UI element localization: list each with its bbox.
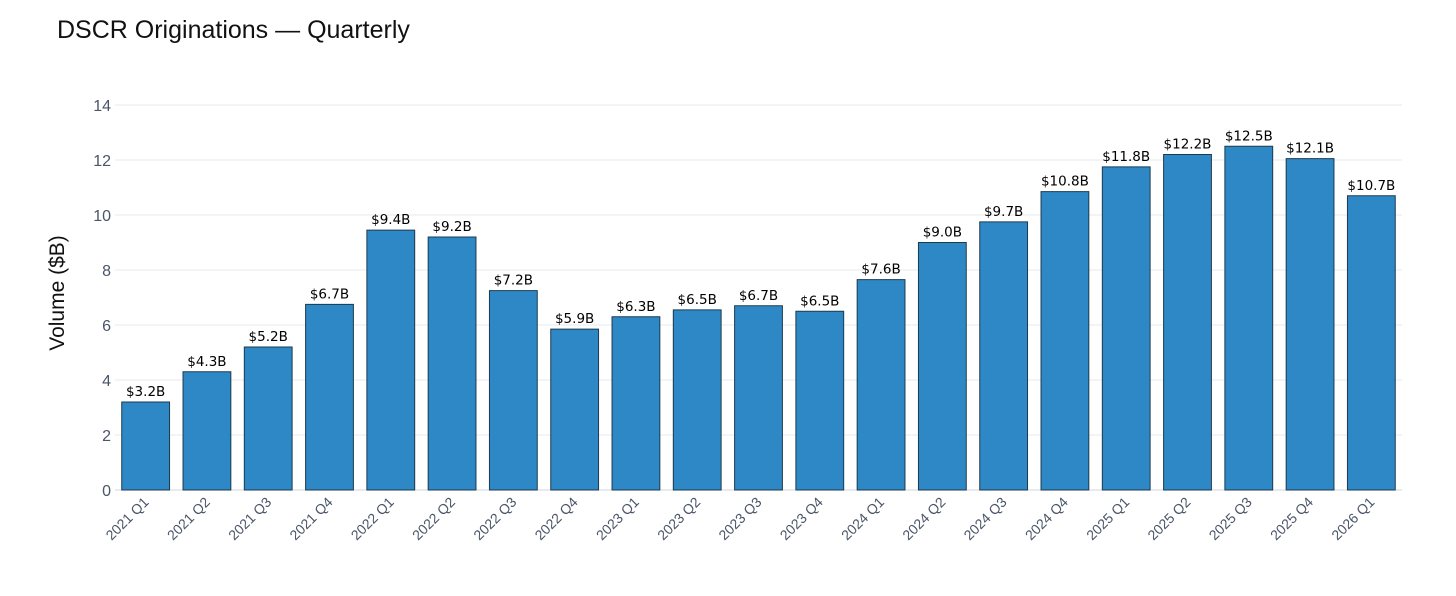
bar: [1224, 145, 1274, 491]
x-tick-label: 2024 Q1: [838, 494, 887, 543]
bar: [1101, 166, 1151, 491]
data-label: $6.7B: [310, 286, 349, 302]
x-tick-label: 2024 Q2: [899, 494, 948, 543]
y-tick-label: 10: [93, 208, 111, 225]
data-label: $12.1B: [1286, 141, 1334, 157]
bar: [795, 310, 845, 491]
bar: [182, 371, 232, 491]
chart-title: DSCR Originations — Quarterly: [57, 16, 410, 44]
bar: [488, 290, 538, 491]
data-label: $6.3B: [616, 299, 655, 315]
data-label: $11.8B: [1102, 149, 1150, 165]
bars: [121, 145, 1396, 491]
data-label: $12.5B: [1225, 128, 1273, 144]
y-tick-label: 14: [93, 98, 111, 115]
x-tick-label: 2025 Q2: [1144, 494, 1193, 543]
data-label: $3.2B: [126, 384, 165, 400]
y-axis-ticks: 0 2 4 6 8 10 12 14: [93, 98, 111, 500]
bar: [979, 221, 1029, 491]
x-tick-label: 2021 Q2: [164, 494, 213, 543]
x-tick-label: 2022 Q4: [531, 494, 580, 543]
data-label: $6.7B: [739, 288, 778, 304]
data-label: $7.2B: [494, 273, 533, 289]
data-label: $9.0B: [923, 225, 962, 241]
data-label: $9.4B: [371, 212, 410, 228]
bar: [121, 401, 171, 491]
bar: [305, 303, 354, 491]
x-tick-label: 2025 Q4: [1267, 494, 1316, 543]
data-label: $5.9B: [555, 311, 594, 327]
x-tick-label: 2022 Q2: [409, 494, 458, 543]
bar: [550, 328, 600, 491]
data-label: $5.2B: [249, 329, 288, 345]
bar: [1346, 195, 1396, 491]
y-tick-label: 4: [102, 373, 111, 390]
y-tick-label: 6: [102, 318, 111, 335]
x-tick-label: 2023 Q4: [777, 494, 826, 543]
data-label: $7.6B: [861, 262, 900, 278]
y-tick-label: 0: [102, 483, 111, 500]
x-axis-ticks: 2021 Q1 2021 Q2 2021 Q3 2021 Q4 2022 Q1 2022 …: [102, 494, 1377, 543]
bar: [1040, 191, 1090, 491]
bar: [917, 242, 967, 491]
y-axis-title: Volume ($B): [46, 235, 69, 351]
x-tick-label: 2021 Q1: [102, 494, 151, 543]
x-tick-label: 2022 Q3: [470, 494, 519, 543]
bar: [734, 305, 783, 491]
x-tick-label: 2023 Q2: [654, 494, 703, 543]
x-tick-label: 2022 Q1: [348, 494, 397, 543]
bar: [427, 236, 477, 491]
bar: [366, 229, 416, 491]
x-tick-label: 2024 Q4: [1022, 494, 1071, 543]
bar: [1285, 158, 1335, 491]
y-tick-label: 8: [102, 263, 111, 280]
data-label: $9.7B: [984, 204, 1023, 220]
x-tick-label: 2023 Q3: [715, 494, 764, 543]
data-label: $10.7B: [1347, 178, 1395, 194]
data-label: $9.2B: [432, 219, 471, 235]
x-tick-label: 2021 Q4: [286, 494, 335, 543]
data-label: $4.3B: [187, 354, 226, 370]
bar: [1163, 154, 1212, 491]
x-tick-label: 2023 Q1: [593, 494, 642, 543]
x-tick-label: 2021 Q3: [225, 494, 274, 543]
y-tick-label: 2: [102, 428, 111, 445]
data-label: $10.8B: [1041, 174, 1089, 190]
y-tick-label: 12: [93, 153, 111, 170]
x-tick-label: 2025 Q3: [1206, 494, 1255, 543]
bar: [672, 309, 722, 491]
x-tick-label: 2025 Q1: [1083, 494, 1132, 543]
x-tick-label: 2026 Q1: [1328, 494, 1377, 543]
data-label: $12.2B: [1164, 137, 1212, 153]
data-label: $6.5B: [678, 292, 717, 308]
bar: [856, 279, 906, 491]
bar: [611, 316, 661, 491]
x-tick-label: 2024 Q3: [960, 494, 1009, 543]
data-labels: $3.2B $4.3B $5.2B $6.7B $9.4B $9.2B $7.2B $5.9B…: [126, 128, 1395, 400]
bar: [243, 346, 293, 491]
data-label: $6.5B: [800, 293, 839, 309]
